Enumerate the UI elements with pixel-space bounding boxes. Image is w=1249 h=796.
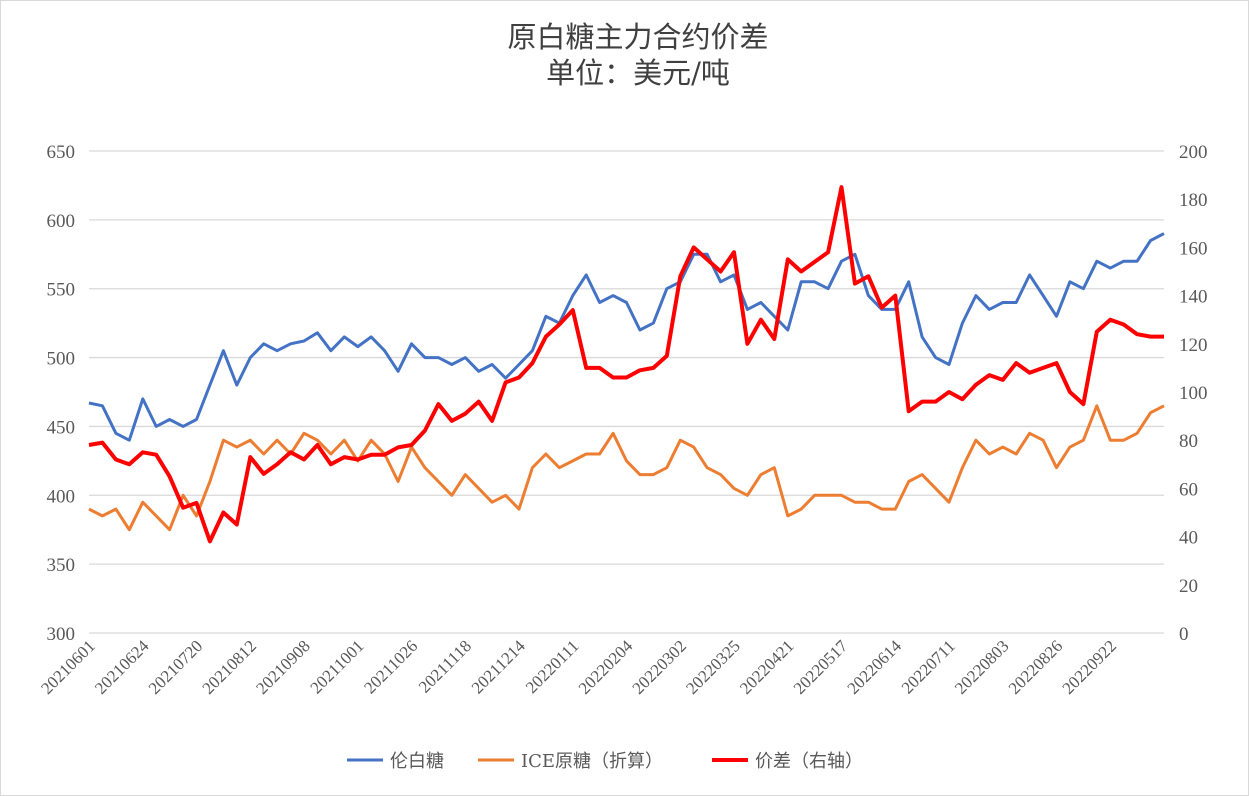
right-tick-label: 100: [1179, 383, 1208, 404]
left-tick-label: 600: [47, 211, 76, 232]
x-tick-label: 20210812: [199, 636, 261, 698]
legend: 伦白糖 ICE原糖（折算） 价差（右轴）: [347, 751, 863, 772]
left-tick-label: 450: [47, 417, 76, 438]
x-tick-label: 20220711: [898, 636, 959, 697]
x-tick-label: 20220517: [790, 636, 852, 698]
x-tick-label: 20220826: [1005, 636, 1067, 698]
x-tick-label: 20211118: [415, 636, 475, 696]
series-line-0: [88, 232, 1165, 442]
right-tick-label: 140: [1179, 287, 1208, 308]
x-tick-label: 20220204: [575, 636, 637, 698]
series-lines: [88, 185, 1165, 544]
x-tick-label: 20210624: [91, 636, 153, 698]
x-tick-label: 20220302: [629, 636, 691, 698]
left-tick-label: 400: [47, 486, 76, 507]
x-tick-label: 20211001: [307, 636, 368, 697]
x-tick-label: 20210720: [145, 636, 207, 698]
x-tick-label: 20220614: [844, 636, 906, 698]
legend-label-0: 伦白糖: [390, 751, 444, 772]
x-tick-label: 20220421: [736, 636, 798, 698]
gridlines: [89, 150, 1164, 634]
left-tick-label: 500: [47, 349, 76, 370]
right-tick-label: 120: [1179, 335, 1208, 356]
right-tick-label: 180: [1179, 190, 1208, 211]
right-tick-label: 80: [1179, 431, 1198, 452]
right-axis: 0 20 40 60 80 100 120 140 160 180 200: [1179, 142, 1208, 645]
left-tick-label: 550: [47, 280, 76, 301]
right-tick-label: 60: [1179, 479, 1198, 500]
x-tick-label: 20220922: [1059, 636, 1121, 698]
left-tick-label: 300: [47, 624, 76, 645]
x-tick-label: 20211026: [360, 636, 421, 697]
right-tick-label: 40: [1179, 528, 1198, 549]
legend-label-2: 价差（右轴）: [755, 751, 863, 772]
x-tick-label: 20210908: [252, 636, 314, 698]
left-tick-label: 350: [47, 555, 76, 576]
x-tick-label: 20220111: [522, 636, 583, 697]
legend-label-1: ICE原糖（折算）: [521, 751, 663, 772]
series-line-2: [88, 185, 1164, 544]
right-tick-label: 0: [1179, 624, 1189, 645]
left-axis: 300 350 400 450 500 550 600 650: [47, 142, 76, 645]
right-tick-label: 200: [1179, 142, 1208, 163]
left-tick-label: 650: [47, 142, 76, 163]
x-tick-label: 20211214: [468, 636, 529, 697]
chart-title: 原白糖主力合约价差: [507, 20, 768, 54]
right-tick-label: 160: [1179, 238, 1208, 259]
series-line-1: [88, 404, 1165, 532]
chart-subtitle: 单位：美元/吨: [546, 56, 730, 90]
x-tick-label: 20220803: [951, 636, 1013, 698]
right-tick-label: 20: [1179, 576, 1198, 597]
x-tick-label: 20220325: [682, 636, 744, 698]
x-tick-label: 20210601: [37, 636, 99, 698]
x-axis: 2021060120210624202107202021081220210908…: [37, 636, 1120, 698]
